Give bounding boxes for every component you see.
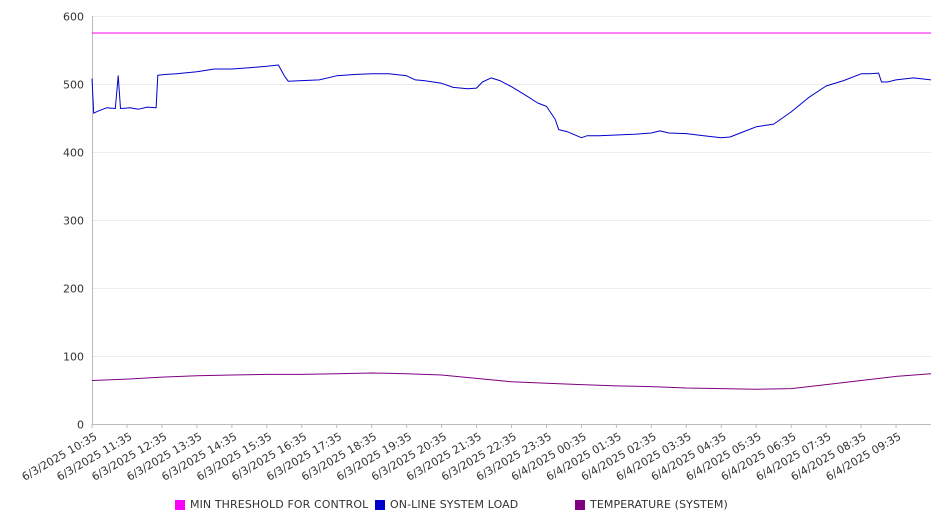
- series-lines: [91, 32, 932, 390]
- y-tick-label: 200: [63, 283, 84, 296]
- series-line-1: [91, 64, 932, 139]
- legend-item-system-load[interactable]: ON-LINE SYSTEM LOAD: [375, 498, 518, 511]
- y-tick-label: 0: [77, 419, 84, 432]
- y-axis-ticks: 0 100 200 300 400 500 600: [63, 11, 84, 432]
- y-tick-label: 400: [63, 147, 84, 160]
- gridlines: [92, 16, 931, 357]
- y-tick-label: 600: [63, 11, 84, 24]
- legend-label: ON-LINE SYSTEM LOAD: [390, 498, 519, 511]
- legend-swatch: [575, 499, 585, 510]
- legend-swatch: [375, 499, 385, 510]
- y-tick-label: 500: [63, 79, 84, 92]
- legend: MIN THRESHOLD FOR CONTROL ON-LINE SYSTEM…: [0, 498, 946, 514]
- legend-item-temperature[interactable]: TEMPERATURE (SYSTEM): [575, 498, 728, 511]
- legend-label: MIN THRESHOLD FOR CONTROL: [190, 498, 369, 511]
- legend-swatch: [175, 499, 185, 510]
- legend-item-threshold[interactable]: MIN THRESHOLD FOR CONTROL: [175, 498, 368, 511]
- y-tick-label: 300: [63, 215, 84, 228]
- y-tick-label: 100: [63, 351, 84, 364]
- x-axis-ticks: 6/3/2025 10:356/3/2025 11:356/3/2025 12:…: [20, 424, 903, 484]
- series-line-2: [91, 372, 932, 390]
- legend-label: TEMPERATURE (SYSTEM): [590, 498, 728, 511]
